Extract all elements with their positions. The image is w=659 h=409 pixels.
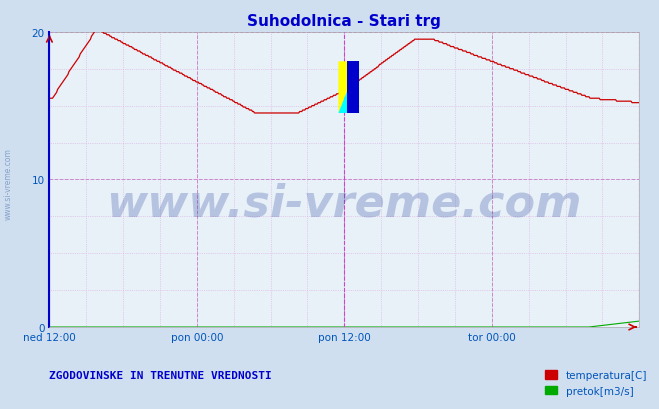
Text: www.si-vreme.com: www.si-vreme.com [107, 182, 582, 225]
Title: Suhodolnica - Stari trg: Suhodolnica - Stari trg [247, 14, 442, 29]
Text: ZGODOVINSKE IN TRENUTNE VREDNOSTI: ZGODOVINSKE IN TRENUTNE VREDNOSTI [49, 370, 272, 380]
Text: www.si-vreme.com: www.si-vreme.com [4, 148, 13, 220]
Polygon shape [339, 62, 359, 114]
Polygon shape [339, 62, 359, 114]
Legend: temperatura[C], pretok[m3/s]: temperatura[C], pretok[m3/s] [545, 371, 647, 396]
Polygon shape [347, 62, 359, 114]
